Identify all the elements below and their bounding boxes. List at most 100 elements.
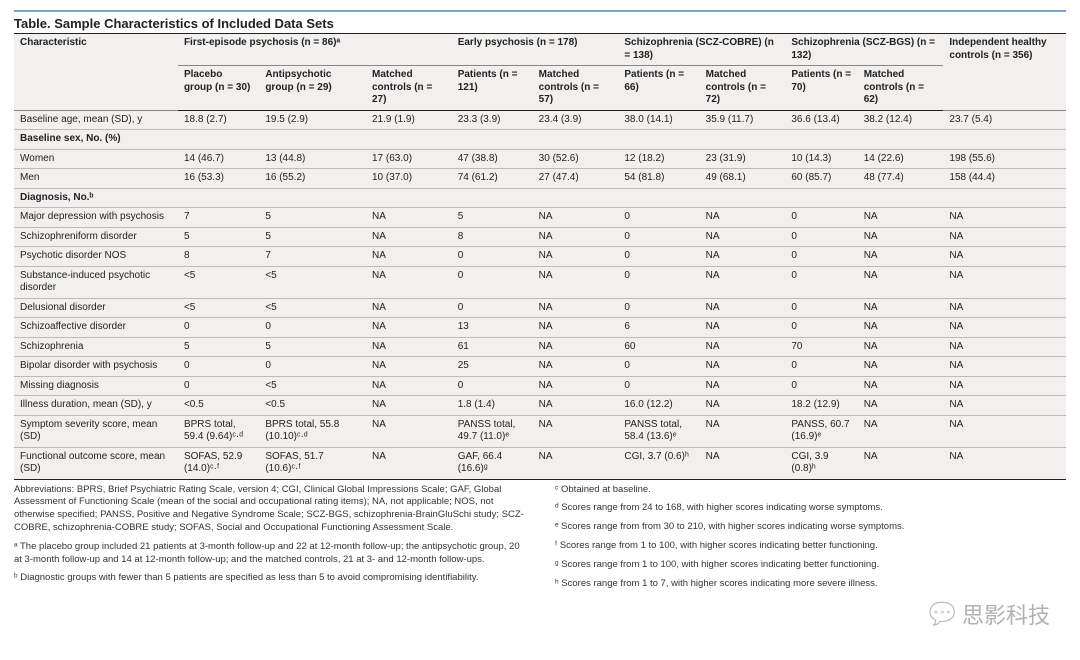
cell: 5 <box>259 208 366 228</box>
cell: NA <box>858 318 944 338</box>
cell: NA <box>366 208 452 228</box>
characteristics-table: Characteristic First-episode psychosis (… <box>14 33 1066 480</box>
cell: NA <box>943 376 1066 396</box>
cell: 198 (55.6) <box>943 149 1066 169</box>
cell: 8 <box>452 227 533 247</box>
table-row: Bipolar disorder with psychosis00NA25NA0… <box>14 357 1066 377</box>
section-label: Diagnosis, No.ᵇ <box>14 188 1066 208</box>
subcol-0: Placebo group (n = 30) <box>178 66 259 111</box>
cell: 23.4 (3.9) <box>533 110 619 130</box>
cell: 6 <box>618 318 699 338</box>
row-label: Baseline age, mean (SD), y <box>14 110 178 130</box>
cell: 5 <box>452 208 533 228</box>
cell: NA <box>943 266 1066 298</box>
footnote: ᵃ The placebo group included 21 patients… <box>14 541 525 567</box>
cell: 0 <box>785 247 857 267</box>
cell: 18.8 (2.7) <box>178 110 259 130</box>
subcol-3: Patients (n = 121) <box>452 66 533 111</box>
cell: NA <box>943 298 1066 318</box>
cell: NA <box>943 247 1066 267</box>
group-cobre: Schizophrenia (SCZ-COBRE) (n = 138) <box>618 34 785 66</box>
cell: 14 (46.7) <box>178 149 259 169</box>
cell: NA <box>533 415 619 447</box>
row-label: Functional outcome score, mean (SD) <box>14 447 178 479</box>
col-characteristic: Characteristic <box>14 34 178 111</box>
cell: 38.2 (12.4) <box>858 110 944 130</box>
group-early: Early psychosis (n = 178) <box>452 34 619 66</box>
table-row: Schizophreniform disorder55NA8NA0NA0NANA <box>14 227 1066 247</box>
cell: CGI, 3.9 (0.8)ʰ <box>785 447 857 479</box>
cell: 0 <box>785 298 857 318</box>
footnote: ᶜ Obtained at baseline. <box>555 484 1066 497</box>
subcol-7: Patients (n = 70) <box>785 66 857 111</box>
table-row: Baseline age, mean (SD), y18.8 (2.7)19.5… <box>14 110 1066 130</box>
cell: 0 <box>452 266 533 298</box>
footnotes: Abbreviations: BPRS, Brief Psychiatric R… <box>14 480 1066 597</box>
cell: 0 <box>452 298 533 318</box>
cell: 0 <box>618 298 699 318</box>
cell: NA <box>700 247 786 267</box>
cell: NA <box>533 208 619 228</box>
cell: 38.0 (14.1) <box>618 110 699 130</box>
cell: 21.9 (1.9) <box>366 110 452 130</box>
cell: NA <box>943 227 1066 247</box>
cell: NA <box>700 227 786 247</box>
cell: SOFAS, 52.9 (14.0)ᶜ·ᶠ <box>178 447 259 479</box>
table-row: Women14 (46.7)13 (44.8)17 (63.0)47 (38.8… <box>14 149 1066 169</box>
cell: NA <box>858 415 944 447</box>
cell: PANSS, 60.7 (16.9)ᵉ <box>785 415 857 447</box>
cell: 13 (44.8) <box>259 149 366 169</box>
cell: 0 <box>785 318 857 338</box>
table-row: Major depression with psychosis75NA5NA0N… <box>14 208 1066 228</box>
table-row: Substance-induced psychotic disorder<5<5… <box>14 266 1066 298</box>
cell: NA <box>943 415 1066 447</box>
cell: NA <box>858 376 944 396</box>
cell: 0 <box>785 266 857 298</box>
cell: 18.2 (12.9) <box>785 396 857 416</box>
cell: 0 <box>618 208 699 228</box>
cell: NA <box>533 447 619 479</box>
cell: NA <box>366 227 452 247</box>
cell: NA <box>943 318 1066 338</box>
cell: 54 (81.8) <box>618 169 699 189</box>
cell: <5 <box>259 298 366 318</box>
row-label: Bipolar disorder with psychosis <box>14 357 178 377</box>
cell: NA <box>943 357 1066 377</box>
cell: 19.5 (2.9) <box>259 110 366 130</box>
subcol-4: Matched controls (n = 57) <box>533 66 619 111</box>
cell: NA <box>943 396 1066 416</box>
row-label: Schizoaffective disorder <box>14 318 178 338</box>
cell: 36.6 (13.4) <box>785 110 857 130</box>
cell: 61 <box>452 337 533 357</box>
cell: 23.7 (5.4) <box>943 110 1066 130</box>
cell: 0 <box>618 357 699 377</box>
cell: NA <box>943 447 1066 479</box>
section-label: Baseline sex, No. (%) <box>14 130 1066 150</box>
cell: 5 <box>178 337 259 357</box>
cell: NA <box>858 337 944 357</box>
cell: 1.8 (1.4) <box>452 396 533 416</box>
cell: CGI, 3.7 (0.6)ʰ <box>618 447 699 479</box>
cell: NA <box>366 298 452 318</box>
cell: 12 (18.2) <box>618 149 699 169</box>
cell: 0 <box>178 376 259 396</box>
table-row: Schizophrenia55NA61NA60NA70NANA <box>14 337 1066 357</box>
cell: 0 <box>178 357 259 377</box>
cell: 13 <box>452 318 533 338</box>
cell: NA <box>700 396 786 416</box>
cell: NA <box>700 318 786 338</box>
cell: <5 <box>259 266 366 298</box>
cell: 0 <box>785 227 857 247</box>
cell: 0 <box>452 376 533 396</box>
cell: NA <box>366 357 452 377</box>
subcol-2: Matched controls (n = 27) <box>366 66 452 111</box>
cell: NA <box>858 247 944 267</box>
row-label: Missing diagnosis <box>14 376 178 396</box>
cell: 158 (44.4) <box>943 169 1066 189</box>
cell: 47 (38.8) <box>452 149 533 169</box>
subcol-6: Matched controls (n = 72) <box>700 66 786 111</box>
row-label: Delusional disorder <box>14 298 178 318</box>
row-label: Schizophreniform disorder <box>14 227 178 247</box>
cell: 17 (63.0) <box>366 149 452 169</box>
cell: 0 <box>178 318 259 338</box>
